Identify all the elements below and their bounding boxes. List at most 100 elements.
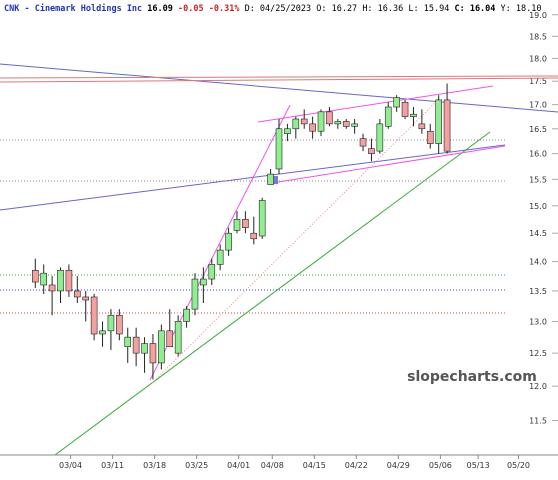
x-tick-label: 05/13 (467, 461, 490, 470)
candle-body (426, 130, 434, 144)
candle-body (258, 200, 266, 237)
header-date: D: 04/25/2023 (245, 4, 312, 14)
marker (270, 176, 278, 184)
y-tick-label: 15.0 (529, 202, 547, 211)
candle-body (208, 264, 216, 280)
y-tick-label: 18.5 (529, 32, 547, 41)
candle-body (141, 343, 148, 354)
y-tick-label: 13.0 (529, 317, 547, 326)
candle-body (351, 123, 358, 127)
y-tick-label: 12.0 (529, 382, 547, 391)
candle-body (300, 118, 308, 125)
header-last: 16.09 (147, 4, 173, 14)
candle-body (149, 343, 157, 364)
y-tick-label: 16.0 (529, 150, 547, 159)
trendline (149, 104, 291, 381)
candle-body (40, 272, 47, 286)
candle-body (233, 219, 241, 231)
trendline (0, 144, 506, 211)
x-tick-label: 04/08 (261, 461, 284, 470)
candle-body (275, 128, 283, 170)
candle-body (158, 330, 165, 364)
candles (31, 83, 451, 380)
trendlines (0, 63, 558, 456)
x-tick-label: 04/01 (227, 461, 250, 470)
candle-body (242, 219, 249, 228)
candle-body (284, 128, 291, 134)
x-tick-label: 05/06 (429, 461, 452, 470)
x-tick-label: 03/18 (143, 461, 166, 470)
x-tick-label: 04/29 (387, 461, 410, 470)
candle-body (267, 173, 274, 185)
y-tick-label: 16.5 (529, 125, 547, 134)
candle-body (334, 121, 342, 125)
watermark: slopecharts.com (407, 369, 537, 385)
candle-body (90, 296, 98, 335)
header-high: H: 16.36 (362, 4, 403, 14)
x-tick-label: 03/04 (59, 461, 82, 470)
candle-body (317, 111, 325, 132)
candle-body (401, 101, 409, 117)
candle-body (82, 296, 90, 301)
candle-body (376, 123, 384, 152)
candle-body (384, 106, 392, 127)
candle-body (107, 314, 115, 332)
grid: 11.5 12.0 12.5 13.0 13.5 14.0 14.5 15.0 15.5 16.0… (59, 11, 558, 470)
candle-body (116, 314, 123, 335)
x-tick-label: 04/15 (303, 461, 326, 470)
trendline (0, 63, 558, 113)
y-tick-label: 17.0 (529, 101, 547, 110)
header-open: O: 16.27 (316, 4, 357, 14)
trendline (54, 131, 491, 456)
candle-body (31, 269, 39, 283)
header-low: L: 15.94 (408, 4, 449, 14)
candle-body (309, 123, 316, 132)
candle-body (57, 269, 64, 292)
candle-body (342, 121, 350, 127)
candle-body (216, 249, 224, 265)
candle-body (368, 148, 375, 154)
y-tick-label: 15.5 (529, 175, 547, 184)
candle-body (124, 336, 132, 348)
candle-body (166, 330, 174, 348)
candle-body (418, 123, 426, 130)
x-tick-label: 03/11 (101, 461, 124, 470)
candle-body (48, 284, 56, 292)
x-tick-label: 04/22 (345, 461, 368, 470)
candle-body (132, 336, 140, 354)
y-tick-label: 19.0 (529, 11, 547, 20)
candle-body (183, 308, 190, 322)
y-tick-label: 17.5 (529, 77, 547, 86)
candle-body (326, 111, 333, 125)
header-prev: Y: 18.10 (501, 4, 542, 14)
y-tick-label: 14.5 (529, 229, 547, 238)
x-tick-label: 03/25 (185, 461, 208, 470)
candle-body (174, 321, 182, 354)
trendline (257, 85, 494, 123)
candle-body (65, 269, 73, 292)
x-tick-label: 05/20 (507, 461, 530, 470)
candle-body (410, 113, 417, 117)
header-title: CNK - Cinemark Holdings Inc (4, 3, 142, 14)
header-close: C: 16.04 (454, 4, 495, 14)
candle-body (250, 232, 258, 240)
y-tick-label: 14.0 (529, 258, 547, 267)
candle-body (443, 99, 451, 152)
candle-body (393, 97, 400, 108)
y-tick-label: 18.0 (529, 54, 547, 63)
header-change: -0.05 (178, 4, 204, 14)
y-tick-label: 11.5 (529, 417, 547, 426)
candle-body (359, 138, 367, 147)
y-tick-label: 13.5 (529, 287, 547, 296)
header-change-pct: -0.31% (209, 4, 241, 14)
candle-body (200, 278, 207, 286)
trendline (271, 145, 506, 184)
trendline (149, 97, 441, 386)
candle-body (292, 118, 300, 130)
candle-body (191, 278, 199, 310)
candle-body (225, 232, 232, 251)
header: CNK - Cinemark Holdings Inc 16.09 -0.05 … (4, 3, 542, 14)
candle-body (99, 330, 106, 335)
